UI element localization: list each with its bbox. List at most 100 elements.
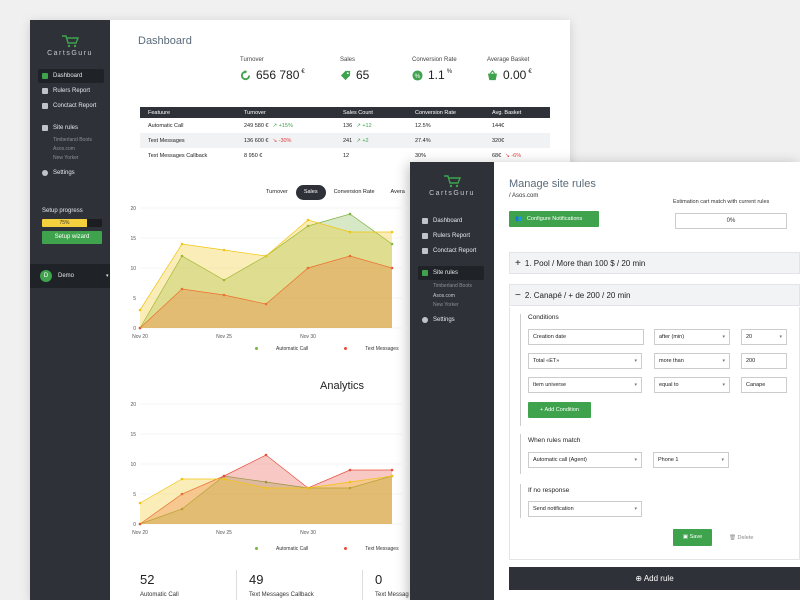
users-icon: 👥 (515, 216, 522, 222)
data-point (180, 287, 184, 291)
delete-button[interactable]: 🗑 Delete (729, 535, 753, 541)
site-link-timberland[interactable]: Timberland Boots (53, 137, 92, 143)
select-value: more than (659, 358, 684, 364)
rule-1-header[interactable]: +1. Pool / More than 100 $ / 20 min (509, 252, 800, 274)
phone-select[interactable]: Phone 1 ▾ (653, 452, 729, 468)
sidebar-item-dashboard[interactable]: Dashboard (38, 69, 104, 83)
sidebar-item-label: Site rules (433, 270, 459, 276)
select-value: equal to (659, 382, 679, 388)
user-menu[interactable]: D Demo ▾ (30, 264, 110, 288)
column-header: Sales Count (335, 107, 407, 118)
sidebar-item-contact-report[interactable]: Conctact Report (38, 99, 104, 113)
sidebar-item-rulers-report[interactable]: Rulers Report (38, 84, 104, 98)
rule-2-header[interactable]: −2. Canapé / + de 200 / 20 min (509, 284, 800, 306)
sidebar-item-site-rules[interactable]: Site rules (418, 266, 484, 280)
stat-value: 1.1 (428, 68, 445, 82)
configure-notifications-button[interactable]: 👥 Configure Notifications (509, 211, 599, 227)
estimation-label: Estimation cart match with current rules (673, 199, 770, 205)
stat-unit: € (528, 69, 532, 75)
no-response-action-select[interactable]: Send notification ▾ (528, 501, 642, 517)
series-area (140, 220, 392, 328)
data-point (222, 248, 226, 252)
legend-label: Text Messages (365, 546, 399, 552)
chevron-down-icon: ▾ (634, 457, 637, 463)
chevron-down-icon: ▾ (722, 358, 725, 364)
add-condition-button[interactable]: + Add Condition (528, 402, 591, 418)
action-select[interactable]: Automatic call (Agent) ▾ (528, 452, 642, 468)
sidebar-item-site-rules[interactable]: Site rules (38, 121, 104, 135)
site-link-asos[interactable]: Asos.com (53, 146, 75, 152)
bottom-stat-label: Text Messages Callback (249, 592, 314, 598)
save-button[interactable]: ▣ Save (673, 529, 712, 546)
site-rules-window: CartsGuru Dashboard Rulers Report Concta… (410, 162, 800, 600)
chart-tab[interactable]: Conversion Rate (333, 189, 375, 195)
dashboard-icon (422, 218, 428, 224)
condition-value-input[interactable]: 200 (741, 353, 787, 369)
stat-label: Sales (340, 57, 356, 63)
stat-conversion: Conversion Rate % 1.1% (412, 57, 457, 82)
y-tick-label: 20 (130, 402, 136, 408)
chevron-down-icon: ▾ (722, 334, 725, 340)
trend-down-delta: ↘ -6% (505, 153, 521, 159)
data-point (390, 242, 394, 246)
sidebar-item-contact-report[interactable]: Conctact Report (418, 244, 484, 258)
chevron-down-icon: ▾ (634, 382, 637, 388)
condition-operator-select[interactable]: after (min) ▾ (654, 329, 730, 345)
table-cell: 249 580 € ↗ +15% (236, 118, 335, 133)
sidebar-item-label: Dashboard (53, 73, 83, 79)
list-icon (422, 270, 428, 276)
conditions-title: Conditions (528, 314, 559, 321)
tree-line (520, 314, 521, 426)
site-link-newyorker[interactable]: New Yorker (53, 155, 79, 161)
sidebar: CartsGuru Dashboard Rulers Report Concta… (30, 20, 110, 600)
cell-value: 8 950 € (244, 152, 263, 159)
y-tick-label: 10 (130, 266, 136, 272)
chart-tab[interactable]: Turnover (266, 189, 288, 195)
condition-value-select[interactable]: 20 ▾ (741, 329, 787, 345)
bottom-stat-text-messages: 0 Text Messag (375, 572, 409, 598)
site-link-timberland[interactable]: Timberland Boots (433, 283, 472, 289)
chevron-down-icon: ▾ (634, 358, 637, 364)
y-tick-label: 15 (130, 432, 136, 438)
chart-tab[interactable]: Avera (390, 189, 405, 195)
data-point (348, 468, 352, 472)
table-cell: 8 950 € (236, 148, 335, 163)
data-point (348, 212, 352, 216)
data-point (390, 266, 394, 270)
condition-operator-select[interactable]: equal to ▾ (654, 377, 730, 393)
sidebar-item-settings[interactable]: Settings (38, 166, 104, 180)
sidebar-item-label: Conctact Report (433, 248, 477, 254)
contact-icon (42, 103, 48, 109)
table-cell: 30% (407, 148, 484, 163)
add-rule-button[interactable]: ⊕ Add rule (509, 567, 800, 590)
y-tick-label: 20 (130, 206, 136, 212)
delta-value: +15% (278, 122, 293, 129)
site-link-newyorker[interactable]: New Yorker (433, 302, 459, 308)
table-row: Text Messages 136 600 € ↘ -30% 241 ↗ +2 27.4%… (140, 133, 550, 148)
sidebar-item-rulers-report[interactable]: Rulers Report (418, 229, 484, 243)
cell-value: Text Messages (148, 137, 185, 144)
table-cell: 12 (335, 148, 407, 163)
table-row: Automatic Call 249 580 € ↗ +15% 136 ↗ +12 12.… (140, 118, 550, 133)
condition-field-select[interactable]: Creation date (528, 329, 644, 345)
table-cell: 241 ↗ +2 (335, 133, 407, 148)
site-link-asos[interactable]: Asos.com (433, 293, 455, 299)
cell-value: Automatic Call (148, 122, 184, 129)
condition-operator-select[interactable]: more than ▾ (654, 353, 730, 369)
stat-average-basket: Average Basket 0.00 € (487, 57, 532, 82)
trash-icon: 🗑 (729, 535, 738, 541)
condition-value-input[interactable]: Canape (741, 377, 787, 393)
chart-tab[interactable]: Sales (295, 185, 326, 200)
stat-unit: € (301, 69, 305, 75)
table-row: Text Messages Callback 8 950 € 12 30% 68€ ↘ -… (140, 148, 550, 163)
x-tick-label: Nov 30 (300, 530, 316, 536)
sidebar-item-settings[interactable]: Settings (418, 313, 484, 327)
button-label: Configure Notifications (526, 216, 583, 222)
stat-label: Conversion Rate (412, 57, 457, 63)
condition-field-select[interactable]: Total «ET» ▾ (528, 353, 642, 369)
setup-wizard-button[interactable]: Setup wizard (42, 231, 102, 244)
plus-circle-icon: ⊕ (635, 574, 644, 583)
sidebar-item-dashboard[interactable]: Dashboard (418, 214, 484, 228)
condition-field-select[interactable]: Item universe ▾ (528, 377, 642, 393)
divider (362, 570, 363, 600)
